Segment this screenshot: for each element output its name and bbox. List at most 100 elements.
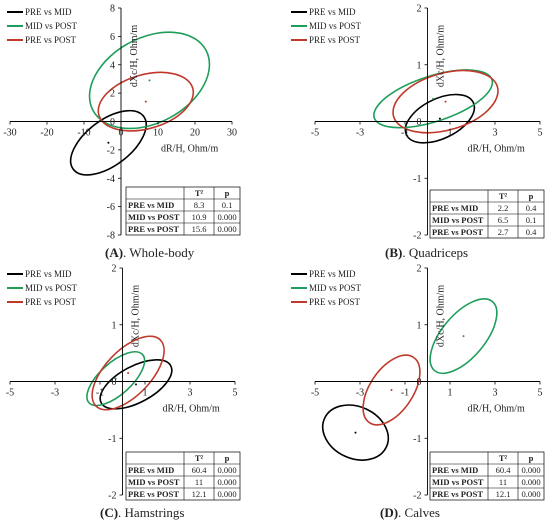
y-tick-label: 0 xyxy=(417,117,422,128)
y-tick-label: 6 xyxy=(110,32,115,43)
legend-label: PRE vs POST xyxy=(25,297,77,307)
x-axis-label: dR/H, Ohm/m xyxy=(468,404,525,415)
y-axis-label: dXc/H, Ohm/m xyxy=(131,285,142,347)
confidence-ellipse xyxy=(88,31,211,130)
caption-title: . Calves xyxy=(398,505,440,520)
ellipse-centre-point xyxy=(444,100,447,103)
x-tick-label: 3 xyxy=(188,388,193,399)
legend-label: PRE vs MID xyxy=(25,269,72,279)
table-cell: 15.6 xyxy=(192,224,207,234)
x-tick-label: -1 xyxy=(96,388,104,399)
x-tick-label: 5 xyxy=(538,388,543,399)
legend-label: PRE vs MID xyxy=(25,7,72,17)
y-tick-label: 0 xyxy=(110,117,115,128)
caption-letter: (C) xyxy=(100,505,118,520)
legend-label: MID vs POST xyxy=(25,21,78,31)
legend-label: PRE vs POST xyxy=(309,297,361,307)
x-tick-label: -3 xyxy=(356,388,364,399)
chart-panel-3: -5 -3 -1 1 3 5 -2 -1 0 1 2 dR/H, Ohm/m dXc/H, Ohm/m P… xyxy=(289,264,545,520)
table-header-cell: T² xyxy=(499,191,508,201)
panel-caption: (C). Hamstrings xyxy=(100,505,185,520)
confidence-ellipse xyxy=(86,351,146,407)
panel-caption: (A). Whole-body xyxy=(105,245,195,260)
x-axis-label: dR/H, Ohm/m xyxy=(468,144,525,155)
x-axis-label: dR/H, Ohm/m xyxy=(161,144,218,155)
caption-letter: (A) xyxy=(105,245,123,260)
x-tick-label: -5 xyxy=(311,128,319,139)
table-cell: 0.000 xyxy=(521,465,540,475)
table-header-cell: T² xyxy=(195,453,204,463)
legend: PRE vs MID MID vs POST PRE vs POST xyxy=(5,266,87,312)
legend: PRE vs MID MID vs POST PRE vs POST xyxy=(5,4,87,50)
table-header-cell: p xyxy=(529,191,534,201)
y-tick-label: 2 xyxy=(417,264,422,275)
table-cell: 8.3 xyxy=(194,200,205,210)
table-cell: 0.1 xyxy=(526,215,537,225)
confidence-ellipse xyxy=(429,298,498,375)
confidence-ellipse xyxy=(321,404,390,461)
stats-table: T² p PRE vs MID 60.4 0.000 MID vs POST 11 0.000… xyxy=(125,451,241,501)
table-header-cell: T² xyxy=(499,453,508,463)
legend-label: PRE vs MID xyxy=(309,7,356,17)
y-tick-label: -4 xyxy=(107,174,115,185)
x-tick-label: 3 xyxy=(493,128,498,139)
x-tick-label: 3 xyxy=(493,388,498,399)
table-cell: 0.000 xyxy=(217,477,236,487)
y-tick-label: -2 xyxy=(413,231,421,242)
legend-label: PRE vs POST xyxy=(309,35,361,45)
panel-caption: (D). Calves xyxy=(380,505,440,520)
table-cell: MID vs POST xyxy=(128,477,180,487)
table-header-cell: p xyxy=(529,453,534,463)
x-tick-label: 30 xyxy=(227,128,237,139)
confidence-ellipse xyxy=(99,359,173,410)
stats-table: T² p PRE vs MID 2.2 0.4 MID vs POST 6.5 0.1 PRE … xyxy=(429,189,545,239)
legend-label: PRE vs MID xyxy=(309,269,356,279)
y-tick-label: 0 xyxy=(112,377,117,388)
x-tick-label: -1 xyxy=(401,128,409,139)
chart-panel-2: -5 -3 -1 1 3 5 -2 -1 0 1 2 dR/H, Ohm/m dXc/H, Ohm/m P… xyxy=(5,264,241,520)
ellipse-centre-point xyxy=(127,371,130,374)
table-cell: PRE vs POST xyxy=(128,489,179,499)
confidence-ellipse xyxy=(392,69,499,134)
x-tick-label: 0 xyxy=(119,128,124,139)
legend-label: MID vs POST xyxy=(309,283,362,293)
y-tick-label: -6 xyxy=(107,202,115,213)
y-tick-label: 2 xyxy=(417,4,422,15)
caption-letter: (B) xyxy=(385,245,402,260)
x-tick-label: 5 xyxy=(538,128,543,139)
table-cell: PRE vs MID xyxy=(128,465,174,475)
table-header-cell: T² xyxy=(195,188,204,198)
table-cell: 0.000 xyxy=(521,477,540,487)
ellipse-centre-point xyxy=(354,431,357,434)
caption-title: . Whole-body xyxy=(123,245,195,260)
table-cell: MID vs POST xyxy=(432,477,484,487)
y-tick-label: 4 xyxy=(110,60,115,71)
legend-label: MID vs POST xyxy=(309,21,362,31)
legend: PRE vs MID MID vs POST PRE vs POST xyxy=(289,266,371,312)
ellipse-centre-point xyxy=(438,117,441,120)
table-cell: PRE vs MID xyxy=(128,200,174,210)
y-tick-label: -2 xyxy=(413,491,421,502)
table-cell: 0.000 xyxy=(217,212,236,222)
table-cell: 0.000 xyxy=(217,489,236,499)
confidence-ellipse xyxy=(373,69,494,129)
table-cell: 10.9 xyxy=(192,212,207,222)
stats-table: T² p PRE vs MID 8.3 0.1 MID vs POST 10.9 0.000 P… xyxy=(125,186,241,236)
table-cell: 0.1 xyxy=(222,200,233,210)
ellipse-centre-point xyxy=(114,377,117,380)
x-axis-label: dR/H, Ohm/m xyxy=(163,404,220,415)
x-tick-label: -30 xyxy=(3,128,16,139)
legend-label: PRE vs POST xyxy=(25,35,77,45)
table-cell: 60.4 xyxy=(192,465,208,475)
confidence-ellipse xyxy=(362,354,421,426)
table-cell: PRE vs MID xyxy=(432,203,478,213)
confidence-ellipse xyxy=(69,109,147,176)
table-cell: 0.000 xyxy=(217,224,236,234)
table-cell: 6.5 xyxy=(498,215,509,225)
y-tick-label: -1 xyxy=(413,174,421,185)
x-tick-label: 20 xyxy=(190,128,200,139)
x-tick-label: 1 xyxy=(448,128,453,139)
